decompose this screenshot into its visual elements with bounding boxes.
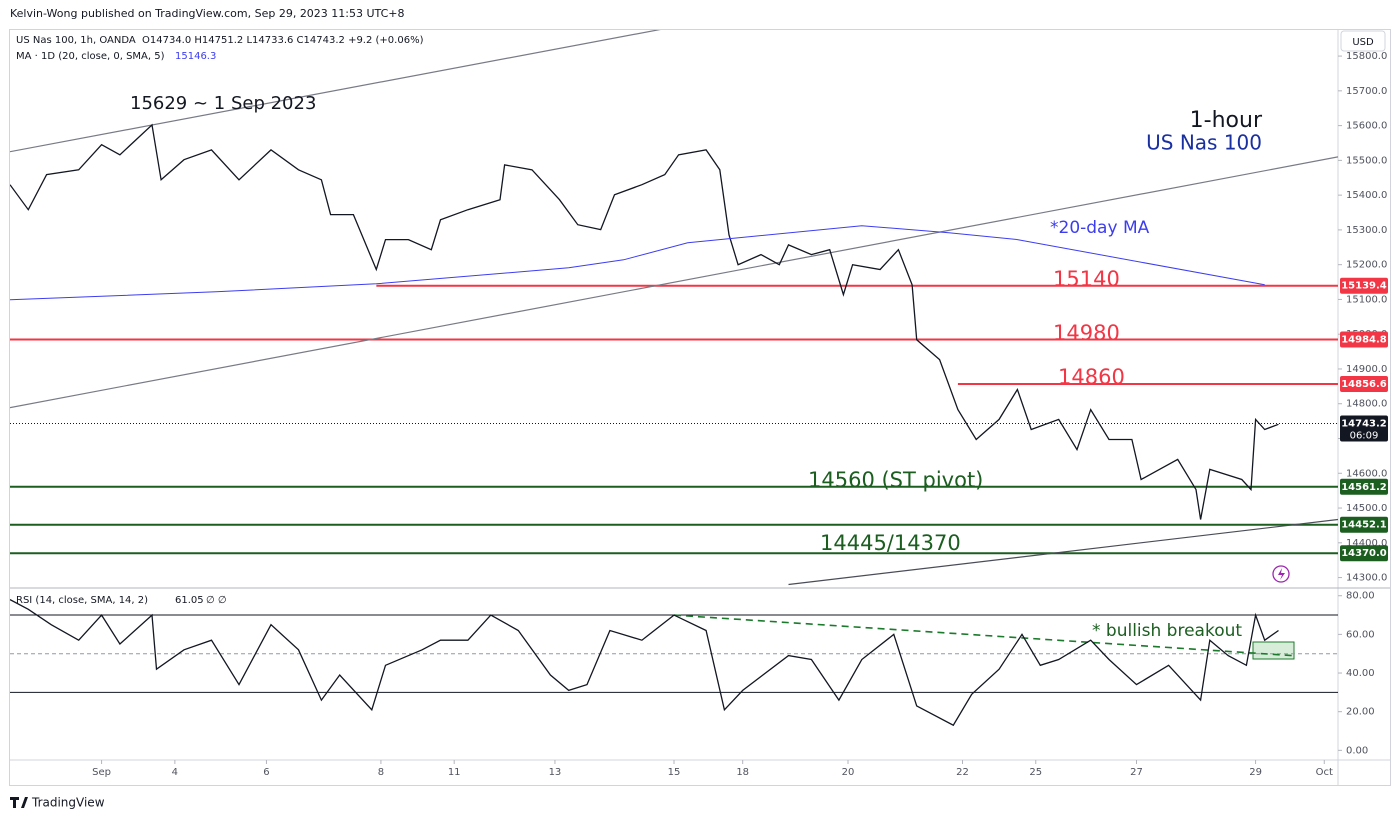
annotation: 14980 [1053, 321, 1120, 345]
level-label: 14856.6 [1341, 379, 1387, 390]
annotation: 15629 ~ 1 Sep 2023 [130, 93, 316, 114]
x-tick-label: 8 [378, 767, 384, 778]
y-tick-label: 15300.0 [1346, 225, 1387, 236]
x-tick-label: 11 [448, 767, 461, 778]
y-tick-label: 20.00 [1346, 707, 1375, 718]
level-label: 14370.0 [1341, 548, 1387, 559]
y-tick-label: 14300.0 [1346, 573, 1387, 584]
level-label-box [1340, 277, 1388, 294]
x-tick-label: 18 [736, 767, 749, 778]
level-label-box [1340, 545, 1388, 562]
x-tick-label: 22 [956, 767, 969, 778]
currency[interactable]: USD [1352, 37, 1374, 48]
symbol: US Nas 100, 1h, OANDA [16, 35, 136, 46]
brand: TradingView [31, 796, 105, 810]
trendline [10, 156, 1338, 409]
x-tick-label: 27 [1130, 767, 1143, 778]
annotation: 1-hour [1190, 108, 1263, 133]
y-tick-label: 15400.0 [1346, 190, 1387, 201]
brand-logo [10, 797, 28, 808]
event-icon-bolt [1278, 568, 1285, 580]
level-label-box [1340, 516, 1388, 533]
annotation: * bullish breakout [1092, 621, 1242, 641]
currency-button[interactable] [1340, 30, 1386, 52]
x-tick-label: 29 [1249, 767, 1262, 778]
x-tick-label: 25 [1029, 767, 1042, 778]
y-tick-label: 15500.0 [1346, 155, 1387, 166]
last-price-box [1340, 415, 1388, 442]
y-tick-label: 0.00 [1346, 745, 1368, 756]
instrument-label: US Nas 100 [1146, 131, 1262, 155]
y-tick-label: 60.00 [1346, 629, 1375, 640]
price-line [10, 599, 1279, 727]
y-tick-label: 14400.0 [1346, 538, 1387, 549]
annotation: 15140 [1053, 267, 1120, 291]
ma-label: MA · 1D (20, close, 0, SMA, 5) [16, 51, 165, 62]
y-tick-label: 15200.0 [1346, 260, 1387, 271]
frame [9, 29, 1391, 786]
level-label: 15139.4 [1341, 281, 1387, 292]
x-tick-label: 4 [172, 767, 178, 778]
x-tick-label: 6 [263, 767, 269, 778]
last-price-label: 14743.2 [1341, 418, 1387, 429]
level-label-box [1340, 331, 1388, 348]
event-icon[interactable] [1272, 565, 1290, 583]
y-tick-label: 15600.0 [1346, 121, 1387, 132]
trendline [10, 30, 661, 153]
trendline [788, 518, 1338, 586]
countdown: 06:09 [1350, 430, 1379, 441]
rsi-title: RSI (14, close, SMA, 14, 2) [16, 595, 148, 606]
annotation: *20-day MA [1050, 218, 1150, 238]
moving-average-line [10, 225, 1265, 301]
rsi-value: 61.05 [175, 595, 204, 606]
y-tick-label: 14600.0 [1346, 468, 1387, 479]
y-tick-label: 14500.0 [1346, 503, 1387, 514]
x-tick-label: 13 [549, 767, 562, 778]
annotation: 14445/14370 [820, 531, 961, 555]
ma-value: 15146.3 [175, 51, 216, 62]
level-label: 14452.1 [1341, 520, 1387, 531]
price-line [10, 123, 1279, 520]
rsi-status: ∅ ∅ [206, 595, 227, 606]
y-tick-label: 14900.0 [1346, 364, 1387, 375]
level-label-box [1340, 376, 1388, 393]
x-tick-label: Oct [1316, 767, 1333, 778]
trendline [673, 614, 1293, 657]
x-tick-label: 20 [842, 767, 855, 778]
x-tick-label: Sep [92, 767, 111, 778]
y-tick-label: 14800.0 [1346, 399, 1387, 410]
level-label: 14984.8 [1341, 334, 1387, 345]
breakout-box [1252, 641, 1295, 660]
y-tick-label: 80.00 [1346, 591, 1375, 602]
x-tick-label: 15 [668, 767, 681, 778]
y-tick-label: 15100.0 [1346, 294, 1387, 305]
level-label-box [1340, 478, 1388, 495]
annotation: 14560 (ST pivot) [808, 468, 983, 492]
level-label: 14561.2 [1341, 482, 1387, 493]
y-tick-label: 40.00 [1346, 668, 1375, 679]
y-tick-label: 15800.0 [1346, 51, 1387, 62]
y-tick-label: 15700.0 [1346, 86, 1387, 97]
annotation: 14860 [1058, 365, 1125, 389]
publisher: Kelvin-Wong published on TradingView.com… [10, 7, 405, 20]
ohlc: O14734.0 H14751.2 L14733.6 C14743.2 +9.2… [142, 35, 424, 46]
